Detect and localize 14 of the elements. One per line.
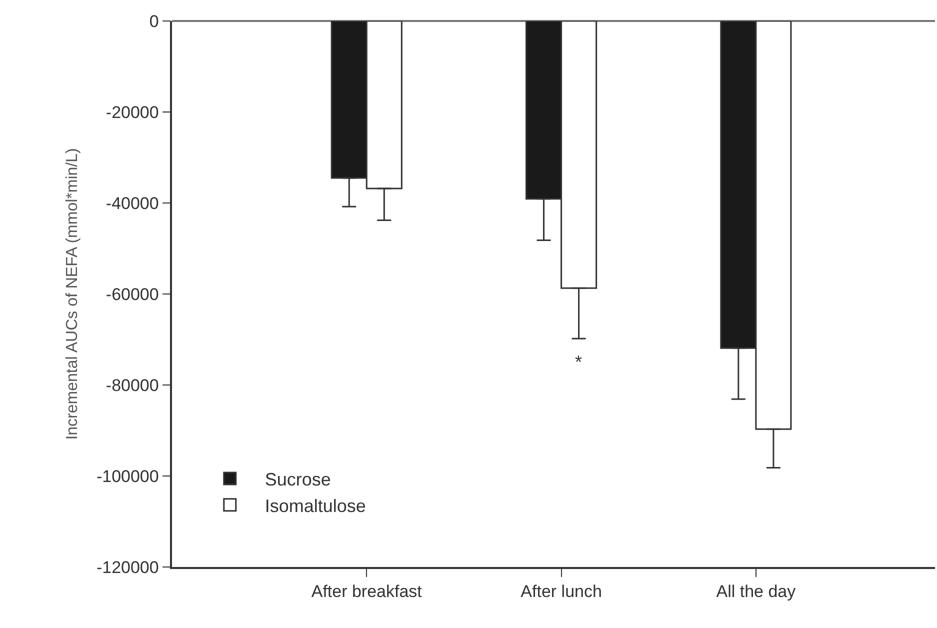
x-tick-label: After breakfast xyxy=(311,582,422,602)
legend-label: Sucrose xyxy=(264,470,331,490)
y-tick-label: 0 xyxy=(149,12,159,31)
legend-label: Isomaltulose xyxy=(264,496,366,516)
y-tick-label: -80000 xyxy=(106,376,159,395)
y-tick-label: -60000 xyxy=(106,284,159,304)
annotation: * xyxy=(575,352,582,372)
y-tick-label: -20000 xyxy=(106,102,159,122)
y-axis-title: Incremental AUCs of NEFA (mmol*min/L) xyxy=(64,148,81,440)
y-tick-label: -120000 xyxy=(96,558,159,577)
x-tick-label: All the day xyxy=(716,582,796,602)
y-tick-label: -40000 xyxy=(106,194,159,213)
x-tick-label: After lunch xyxy=(520,582,602,602)
y-tick-label: -100000 xyxy=(96,466,159,486)
